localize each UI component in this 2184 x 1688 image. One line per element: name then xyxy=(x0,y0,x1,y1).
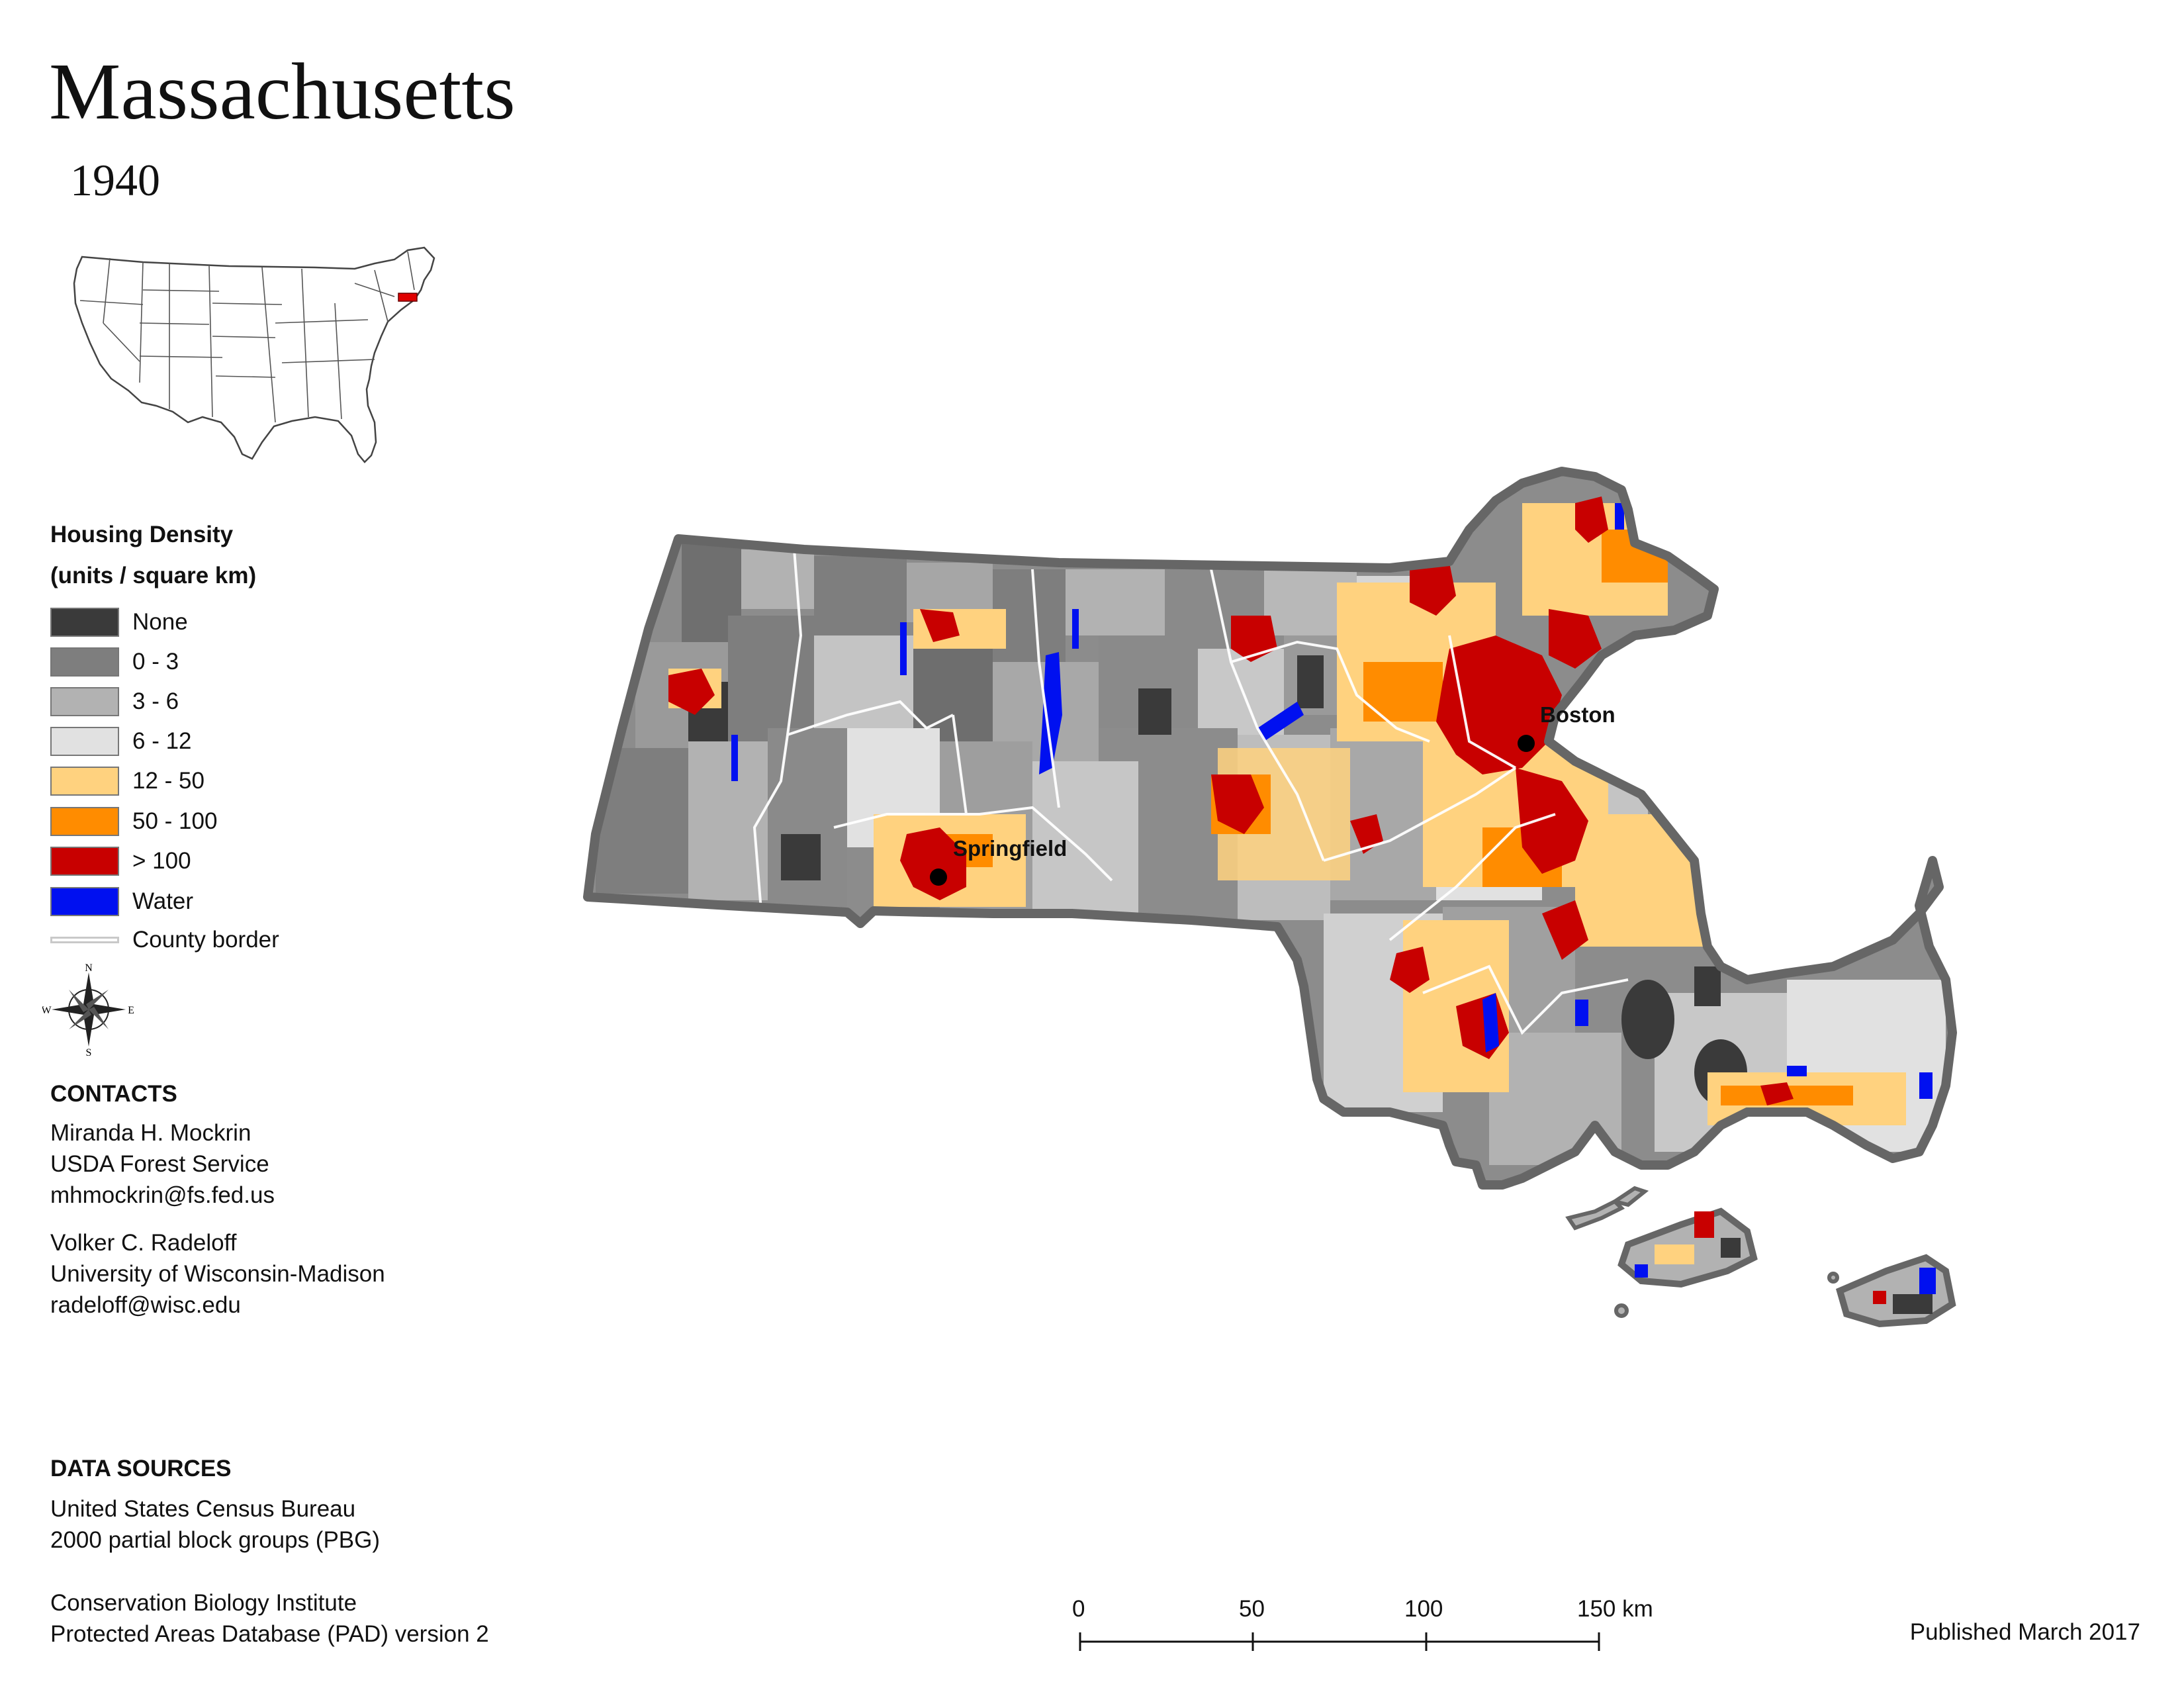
massachusetts-map xyxy=(583,467,1957,1328)
legend-swatch xyxy=(50,687,119,716)
legend-swatch xyxy=(50,847,119,876)
compass-e: E xyxy=(128,1005,134,1016)
legend-item-6-12: 6 - 12 xyxy=(50,726,192,757)
legend-item-0-3: 0 - 3 xyxy=(50,647,179,677)
us-locator-map xyxy=(73,246,435,463)
city-label-springfield: Springfield xyxy=(953,836,1068,861)
boston-marker xyxy=(1518,735,1535,752)
legend-label: 0 - 3 xyxy=(132,649,179,675)
county-border-swatch xyxy=(50,937,119,943)
map-year: 1940 xyxy=(70,155,160,205)
contact-block-1: Miranda H. Mockrin USDA Forest Service m… xyxy=(50,1117,275,1211)
city-label-boston: Boston xyxy=(1540,702,1615,727)
scale-tick-50: 50 xyxy=(1239,1596,1265,1622)
scale-bar xyxy=(1079,1632,1600,1651)
contact-email: radeloff@wisc.edu xyxy=(50,1292,241,1318)
legend-label: > 100 xyxy=(132,848,191,874)
legend-item-50-100: 50 - 100 xyxy=(50,806,217,837)
legend-label: County border xyxy=(132,927,279,953)
legend-swatch xyxy=(50,608,119,637)
legend-item-12-50: 12 - 50 xyxy=(50,766,205,796)
contact-org: USDA Forest Service xyxy=(50,1151,269,1177)
contact-email: mhmockrin@fs.fed.us xyxy=(50,1182,275,1208)
county-borders xyxy=(752,549,1629,1035)
legend-swatch xyxy=(50,887,119,916)
marthas-vineyard xyxy=(1617,1207,1758,1288)
data-source-line: United States Census Bureau xyxy=(50,1496,356,1522)
massachusetts-highlight xyxy=(398,293,418,302)
contact-name: Miranda H. Mockrin xyxy=(50,1120,251,1146)
contact-name: Volker C. Radeloff xyxy=(50,1230,237,1256)
legend-label: None xyxy=(132,609,188,635)
legend-label: 50 - 100 xyxy=(132,808,218,834)
contact-org: University of Wisconsin-Madison xyxy=(50,1261,385,1287)
state-outline xyxy=(583,467,1957,1190)
legend-units: (units / square km) xyxy=(50,563,257,588)
published-date: Published March 2017 xyxy=(1909,1619,2140,1645)
springfield-marker xyxy=(930,868,947,886)
legend-label: 6 - 12 xyxy=(132,728,192,754)
legend-swatch xyxy=(50,767,119,796)
legend-label: 12 - 50 xyxy=(132,768,205,794)
compass-w: W xyxy=(42,1005,52,1016)
legend-item-over-100: > 100 xyxy=(50,846,191,876)
data-source-line: Protected Areas Database (PAD) version 2 xyxy=(50,1621,489,1647)
legend-item-water: Water xyxy=(50,886,193,917)
compass-n: N xyxy=(85,963,93,974)
contacts-heading: CONTACTS xyxy=(50,1081,177,1107)
nantucket xyxy=(1835,1254,1956,1328)
elizabeth-islands xyxy=(1565,1186,1839,1318)
scale-tick-100: 100 xyxy=(1404,1596,1443,1622)
compass-rose-icon: N S E W xyxy=(42,963,134,1056)
legend-swatch xyxy=(50,807,119,836)
map-title: Massachusetts xyxy=(49,47,516,136)
scale-tick-150: 150 km xyxy=(1577,1596,1653,1622)
us-outline xyxy=(73,246,435,463)
legend-item-none: None xyxy=(50,607,188,637)
compass-s: S xyxy=(86,1047,92,1056)
scale-tick-0: 0 xyxy=(1072,1596,1085,1622)
legend-label: 3 - 6 xyxy=(132,688,179,714)
data-source-block-1: United States Census Bureau 2000 partial… xyxy=(50,1493,380,1556)
legend-title: Housing Density xyxy=(50,522,234,547)
legend-swatch xyxy=(50,647,119,677)
data-source-line: 2000 partial block groups (PBG) xyxy=(50,1527,381,1553)
data-source-block-2: Conservation Biology Institute Protected… xyxy=(50,1587,489,1650)
legend-swatch xyxy=(50,727,119,756)
data-sources-heading: DATA SOURCES xyxy=(50,1456,232,1481)
contact-block-2: Volker C. Radeloff University of Wiscons… xyxy=(50,1227,385,1321)
legend-label: Water xyxy=(132,888,194,914)
data-source-line: Conservation Biology Institute xyxy=(50,1590,357,1616)
legend-item-3-6: 3 - 6 xyxy=(50,686,179,717)
legend-item-county-border: County border xyxy=(50,925,279,955)
